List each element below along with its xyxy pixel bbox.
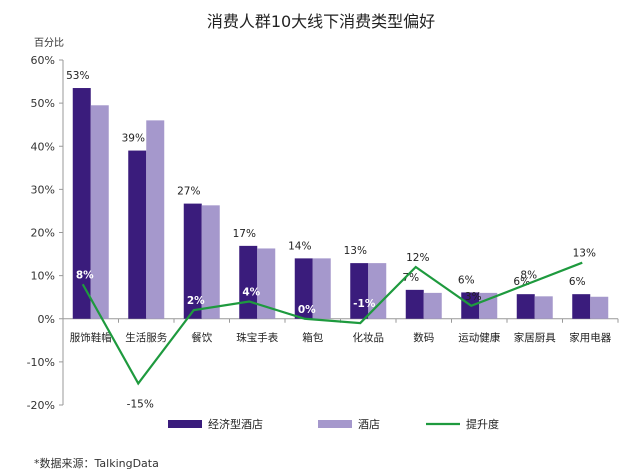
bar-data-label: 53% xyxy=(66,70,89,82)
bar xyxy=(201,205,220,319)
x-tick-label: 家居厨具 xyxy=(514,331,556,344)
bar xyxy=(239,245,258,319)
bar-data-label: 39% xyxy=(122,133,145,145)
line-data-label: 2% xyxy=(187,295,205,307)
bar xyxy=(350,263,369,319)
line-data-label: -15% xyxy=(127,398,154,410)
legend-swatch xyxy=(168,420,202,428)
bar xyxy=(479,292,498,319)
y-axis-label: 百分比 xyxy=(34,38,64,49)
y-tick-label: 20% xyxy=(31,227,55,240)
bar xyxy=(405,289,424,319)
x-tick-label: 餐饮 xyxy=(191,331,212,344)
y-tick-label: 0% xyxy=(38,313,55,326)
bar-data-label: 17% xyxy=(233,228,256,240)
bar xyxy=(90,105,109,319)
bar-data-label: 13% xyxy=(344,245,367,257)
legend-swatch xyxy=(318,420,352,428)
x-tick-label: 服饰鞋帽 xyxy=(70,331,112,344)
bar-data-label: 14% xyxy=(288,240,311,252)
line-data-label: 8% xyxy=(76,269,94,281)
x-tick-label: 家用电器 xyxy=(569,331,611,344)
legend-label: 提升度 xyxy=(466,417,499,431)
bar xyxy=(368,263,387,319)
bar xyxy=(590,296,609,319)
line-data-label: 0% xyxy=(298,304,316,316)
line-data-label: 3% xyxy=(465,291,482,303)
bar-data-label: 6% xyxy=(569,276,586,288)
y-tick-label: -10% xyxy=(27,356,55,369)
x-tick-label: 生活服务 xyxy=(125,331,167,344)
x-tick-label: 箱包 xyxy=(302,331,323,344)
source-note: *数据来源：TalkingData xyxy=(34,457,159,470)
bar xyxy=(146,120,165,319)
chart-title: 消费人群10大线下消费类型偏好 xyxy=(206,12,436,31)
legend-label: 经济型酒店 xyxy=(208,417,263,431)
x-tick-label: 化妆品 xyxy=(353,331,385,344)
x-tick-label: 数码 xyxy=(413,331,434,344)
legend-label: 酒店 xyxy=(358,417,380,431)
line-data-label: 8% xyxy=(520,269,537,281)
y-tick-label: 40% xyxy=(31,140,55,153)
bar xyxy=(312,258,331,319)
line-series-path xyxy=(81,261,583,386)
line-data-label: -1% xyxy=(353,298,376,310)
x-tick-label: 珠宝手表 xyxy=(236,331,278,344)
bar xyxy=(72,88,91,319)
bar-data-label: 6% xyxy=(458,274,475,286)
line-data-label: 13% xyxy=(573,248,596,260)
bar xyxy=(294,258,313,319)
bar xyxy=(257,248,276,319)
bar xyxy=(423,292,442,319)
bar xyxy=(534,296,553,319)
y-tick-label: 30% xyxy=(31,183,55,196)
bar xyxy=(516,294,535,319)
bar xyxy=(572,294,591,319)
y-tick-label: 50% xyxy=(31,97,55,110)
y-tick-label: 10% xyxy=(31,270,55,283)
y-tick-label: 60% xyxy=(31,54,55,67)
x-tick-label: 运动健康 xyxy=(458,331,500,344)
bar xyxy=(128,150,147,319)
bar xyxy=(183,203,202,319)
bar-data-label: 27% xyxy=(177,186,200,198)
line-data-label: 12% xyxy=(406,252,429,264)
line-data-label: 4% xyxy=(242,287,260,299)
y-tick-label: -20% xyxy=(27,399,55,412)
